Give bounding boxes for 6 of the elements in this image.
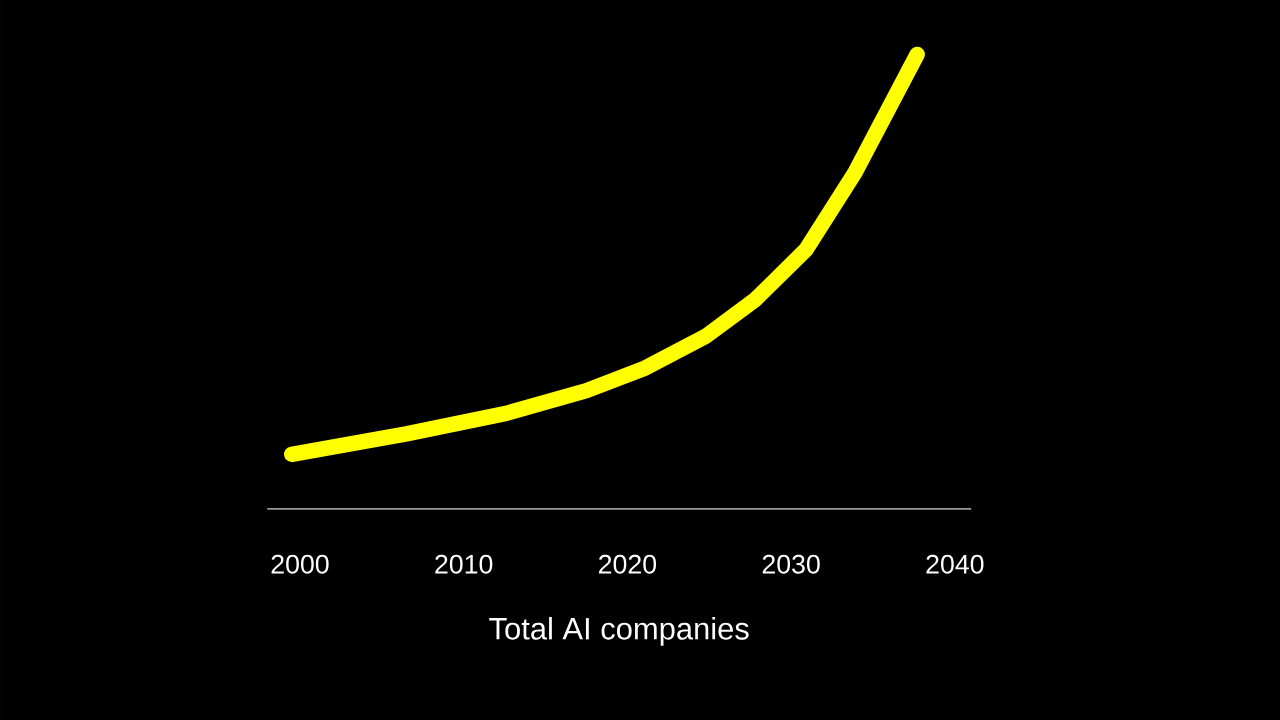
x-tick-label: 2000 [271, 554, 329, 574]
x-tick-label: 2010 [435, 554, 493, 574]
x-tick-label: 2030 [762, 554, 820, 574]
x-tick-label: 2040 [926, 554, 984, 574]
x-tick-label: 2020 [599, 554, 657, 574]
x-axis-title: Total AI companies [489, 616, 749, 646]
